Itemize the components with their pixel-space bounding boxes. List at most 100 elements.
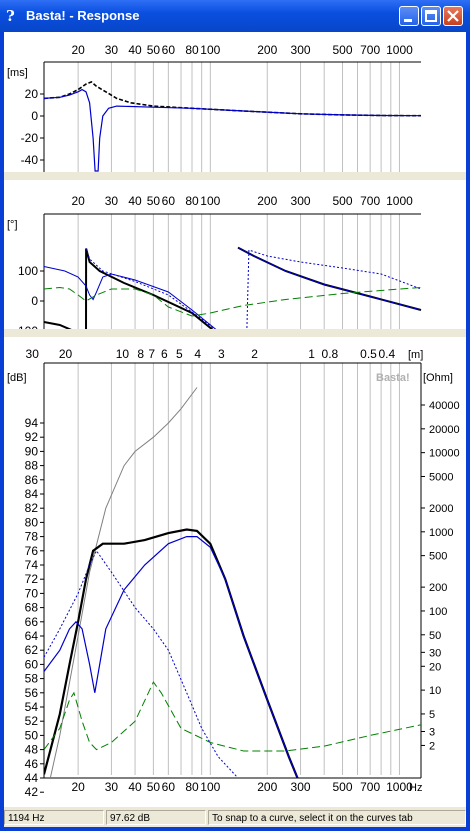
db-tick-label: 72 [25,572,39,586]
spl-unit-label: [dB] [7,372,27,384]
freq-tick-label: 40 [128,194,142,208]
db-tick-label: 42 [25,785,39,799]
phase-curve-dotted [85,248,244,354]
ohm-tick-label: 50 [429,630,441,642]
freq-tick-label: 300 [291,780,311,794]
ohm-unit-label: [Ohm] [423,372,453,384]
db-tick-label: 80 [25,515,39,529]
wavelength-tick-label: 2 [251,347,258,361]
freq-tick-label: 50 [147,43,161,57]
wavelength-tick-label: 1 [308,347,315,361]
db-tick-label: 54 [25,700,39,714]
spl-panel[interactable]: 30 20 10 8 7 6 5 4 3 2 1 0.8 0.5 0.4 [m] 20 30 40 50 60 80 10… [4,337,466,807]
db-tick-label: 74 [25,558,39,572]
ohm-tick-label: 40000 [429,400,460,412]
spl-curve-dotted [44,549,239,778]
db-tick-label: 44 [25,771,39,785]
maximize-icon [425,10,437,22]
wavelength-tick-label: 10 [116,347,130,361]
ohm-tick-label: 1000 [429,527,453,539]
freq-tick-label: 200 [257,43,277,57]
freq-tick-label: 500 [333,780,353,794]
freq-tick-label: 300 [291,43,311,57]
status-level: 97.62 dB [106,810,206,825]
wavelength-tick-label: 0.4 [378,347,395,361]
phase-panel[interactable]: 2030405060801002003005007001000[°]1000-1… [4,180,466,356]
ohm-tick-label: 2000 [429,503,453,515]
freq-tick-label: 30 [105,194,119,208]
phase-curve-driver [237,247,422,311]
window-title: Basta! - Response [26,8,140,23]
wavelength-tick-label: 20 [59,347,73,361]
db-tick-label: 86 [25,473,39,487]
group-delay-panel[interactable]: 20 30 40 50 60 80 100 200 300 500 700 1000 [ms] 20 0 -2… [4,32,466,172]
freq-tick-label: 100 [200,43,220,57]
wavelength-tick-label: 30 [26,347,40,361]
ohm-tick-label: 20 [429,661,441,673]
freq-tick-label: 80 [185,780,199,794]
ohm-tick-label: 10000 [429,448,460,460]
ohm-tick-label: 2 [429,740,435,752]
db-tick-label: 64 [25,629,39,643]
freq-tick-label: 40 [128,43,142,57]
freq-tick-label: 60 [162,194,176,208]
close-icon [447,10,459,22]
phase-curve-driver [43,266,239,355]
phase-curve-impedance [43,286,422,317]
db-tick-label: 46 [25,757,39,771]
freq-tick-label: 200 [257,194,277,208]
freq-tick-label: 700 [360,780,380,794]
status-hint: To snap to a curve, select it on the cur… [208,810,466,825]
db-tick-label: 66 [25,615,39,629]
freq-tick-label: 100 [200,780,220,794]
title-bar[interactable]: ? Basta! - Response [0,0,470,32]
db-tick-label: 48 [25,743,39,757]
ohm-tick-label: 500 [429,551,447,563]
wavelength-tick-label: 3 [218,347,225,361]
close-button[interactable] [443,6,463,26]
phase-curve-dotted [245,249,422,353]
freq-tick-label: 100 [200,194,220,208]
db-tick-label: 88 [25,459,39,473]
ohm-tick-label: 100 [429,606,447,618]
panel-splitter[interactable] [4,172,466,180]
minimize-button[interactable] [399,6,419,26]
freq-tick-label: 1000 [386,780,413,794]
db-tick-label: 56 [25,686,39,700]
freq-tick-label: 20 [71,780,85,794]
freq-tick-label: 50 [147,780,161,794]
freq-tick-label: 60 [162,780,176,794]
spl-curve-total [44,528,299,778]
freq-tick-label: 80 [185,43,199,57]
status-bar: 1194 Hz 97.62 dB To snap to a curve, sel… [4,808,466,827]
delay-tick-label: -40 [21,153,39,167]
ohm-tick-label: 10 [429,685,441,697]
delay-curve-driver [43,88,422,172]
freq-tick-label: 30 [105,43,119,57]
db-tick-label: 78 [25,530,39,544]
delay-tick-label: -20 [21,131,39,145]
maximize-button[interactable] [421,6,441,26]
wavelength-tick-label: 7 [148,347,155,361]
freq-tick-label: 20 [71,194,85,208]
db-tick-label: 82 [25,501,39,515]
freq-tick-label: 60 [162,43,176,57]
freq-tick-label: 1000 [386,194,413,208]
ohm-tick-label: 30 [429,647,441,659]
spl-curve-gray [49,387,198,778]
phase-tick-label: 100 [18,264,38,278]
freq-tick-label: 500 [333,194,353,208]
delay-tick-label: 20 [25,87,39,101]
db-tick-label: 90 [25,444,39,458]
freq-tick-label: 300 [291,194,311,208]
spl-curve-impedance [44,681,421,752]
freq-tick-label: 700 [360,194,380,208]
freq-tick-label: 30 [105,780,119,794]
wavelength-unit-label: [m] [408,349,423,361]
freq-tick-label: 80 [185,194,199,208]
freq-tick-label: 200 [257,780,277,794]
db-tick-label: 52 [25,714,39,728]
phase-curve-total [43,248,239,356]
panel-splitter[interactable] [4,329,466,337]
